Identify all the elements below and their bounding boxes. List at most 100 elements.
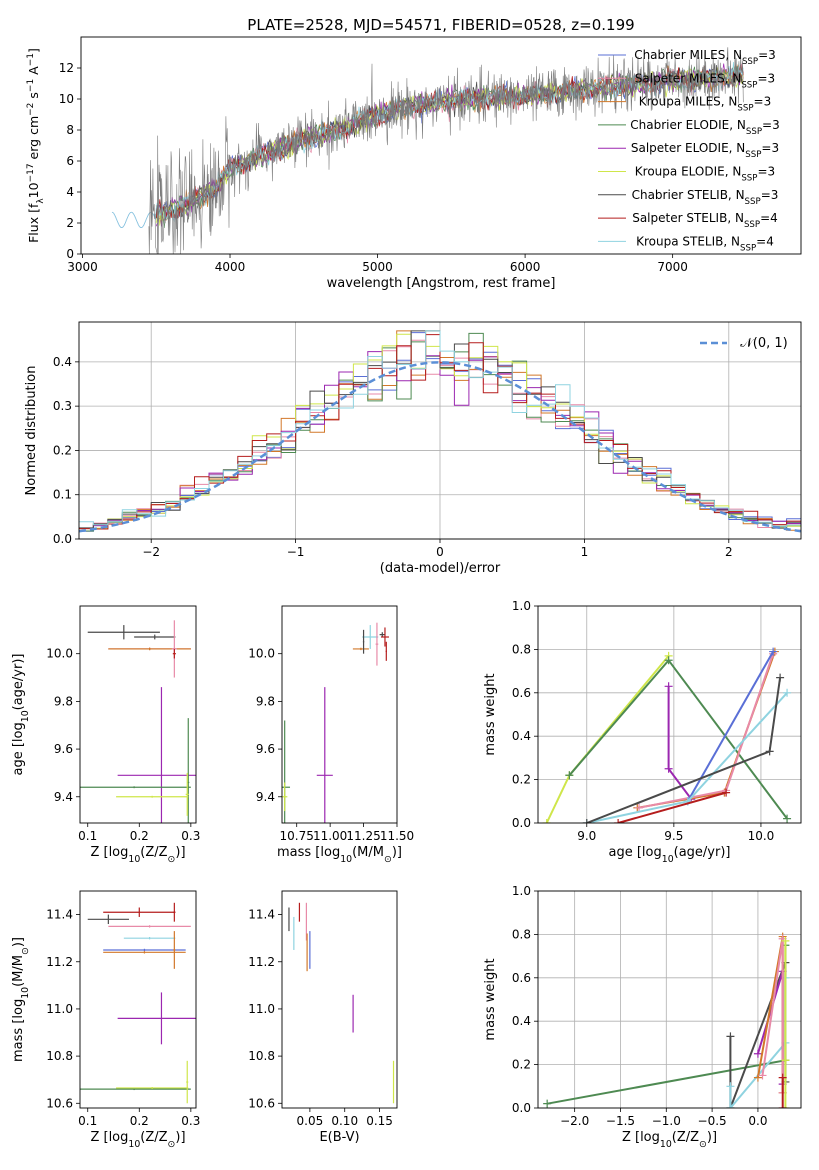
y-axis-label-part: (M/M [11,955,26,987]
y-tick-label: 0.2 [53,443,72,457]
x-axis-label-part: (age/yr)] [674,845,731,860]
legend-entry: Chabrier MILES, NSSP=3 [634,48,776,67]
plot-area [80,902,196,1104]
x-tick-label: 0.05 [297,1114,324,1128]
legend-entry: Salpeter STELIB, NSSP=4 [632,211,778,230]
x-axis-label-part: mass [log [277,845,340,860]
legend-entry-part: Salpeter STELIB, N [632,211,744,225]
weight-marker [776,673,785,682]
x-tick-label: −1.5 [606,1114,635,1128]
x-axis-label-part: (Z/Z [672,1130,699,1145]
legend-entry-part: =4 [760,211,778,225]
legend-entry-part: =3 [757,71,775,85]
y-axis-label-part: )] [11,937,26,947]
errorbar-point-kroupa-elodie [186,1060,189,1104]
y-tick-label: 0.1 [53,488,72,502]
errorbar-point-salpeter-stelib [173,902,176,922]
errorbar-point-chabrier-stelib [87,625,160,640]
errorbar-point-salpeter-stelib [380,627,389,647]
x-tick-label: 7000 [657,260,688,274]
errorbar-point-chabrier-elodie [80,786,191,789]
y-axis-label: Normed distribution [24,366,39,496]
plot-area [542,647,792,823]
y-tick-label: 0.2 [512,1058,531,1072]
y-tick-label: 10.8 [46,1049,73,1063]
errorbar-point-kroupa-miles [173,931,176,969]
errorbar-point-kroupa-stelib [362,625,379,649]
weight-marker [726,1082,735,1091]
x-tick-label: −1.0 [652,1114,681,1128]
chart-ebv_mass: 0.05 0.10 0.15 10.6 10.8 11.0 11.2 11.4 E(B-V) [248,890,398,1145]
y-tick-label: 0.0 [53,532,72,546]
y-tick-label: 9.4 [54,790,73,804]
x-tick-label: 11.25 [346,829,380,843]
x-tick-label: 9.0 [577,829,596,843]
x-tick-label: 0.2 [130,1114,149,1128]
y-tick-label: 0 [66,247,74,261]
plot-area [80,620,196,823]
legend-entry-part: Kroupa STELIB, N [636,234,740,248]
x-axis-label-part: 10 [662,854,674,865]
chart-z_mass: 0.1 0.2 0.310.610.811.011.211.4Z [log10(Z/… [11,890,200,1150]
y-axis-label: mass weight [483,673,498,755]
y-axis-label-part: 10 [20,987,31,999]
y-tick-label: 0.4 [512,729,531,743]
y-tick-label: 11.2 [46,955,73,969]
x-axis-label-part: )] [175,1130,185,1145]
axes-frame [537,605,802,824]
chart-spectrum: 3000 4000 5000 6000 7000 0 2 4 6 8 10 12 wavelength … [26,36,802,291]
errorbar-point-chabrier-stelib [87,914,129,925]
axes-frame [537,890,802,1109]
legend-entry-part: SSP [745,150,761,160]
x-tick-label: 0.15 [366,1114,393,1128]
x-axis-label: wavelength [Angstrom, rest frame] [327,276,556,291]
legend-entry-part: =3 [761,141,779,155]
legend-entry: Kroupa STELIB, NSSP=4 [636,234,774,253]
errorbar-point-kroupa-elodie [116,795,189,798]
normal-curve [79,361,801,533]
errorbar-point-salpeter-elodie [117,687,196,823]
errorbar-point-kroupa-elodie [185,772,189,816]
y-axis-label-part: s [26,92,41,103]
y-axis-label-part: −1 [26,79,36,92]
x-tick-label: −2 [142,545,160,559]
y-axis-label: mass weight [483,958,498,1040]
y-tick-label: 0.4 [512,1014,531,1028]
y-axis-label-part: 10 [26,182,41,198]
legend-entry-part: SSP [742,57,758,67]
errorbar-point-salpeter-stelib [103,907,176,917]
x-axis-label-part: 10 [340,854,352,865]
x-axis-label-part: wavelength [Angstrom, rest frame] [327,276,556,291]
weight-marker [765,747,774,756]
y-tick-label: 0.6 [512,971,531,985]
y-tick-label: 0.2 [512,773,531,787]
legend-entry-part: =3 [761,188,779,202]
y-tick-label: 10.0 [46,647,73,661]
y-axis-label-part: erg cm [26,116,41,164]
legend-entry-part: Kroupa MILES, N [639,95,738,109]
x-axis-label-part: (data-model)/error [380,561,501,576]
legend-entry-part: =3 [758,48,776,62]
x-tick-label: 0.1 [78,829,97,843]
axes-frame [281,605,398,824]
weight-marker [778,1073,787,1082]
y-axis-label: mass [log10(M/M⊙)] [11,937,31,1062]
y-tick-label: 6 [66,154,74,168]
legend-entry-part: SSP [737,104,753,114]
y-tick-label: 11.0 [46,1002,73,1016]
errorbar-point-chabrier-stelib [379,632,385,637]
legend-entry: Chabrier STELIB, NSSP=3 [632,188,779,207]
errorbar-point-kroupa-elodie [282,782,288,812]
weight-marker [753,1073,762,1082]
x-tick-label: 1 [581,545,589,559]
x-axis-label-part: ⊙ [384,854,392,865]
legend-entry-part: SSP [745,197,761,207]
y-tick-label: 10.6 [46,1096,73,1110]
legend-entry-part: SSP [741,174,757,184]
x-tick-label: −0.5 [698,1114,727,1128]
y-tick-label: 10.0 [248,647,275,661]
y-tick-label: 0.3 [53,399,72,413]
x-axis-label-part: ⊙ [168,1139,176,1150]
